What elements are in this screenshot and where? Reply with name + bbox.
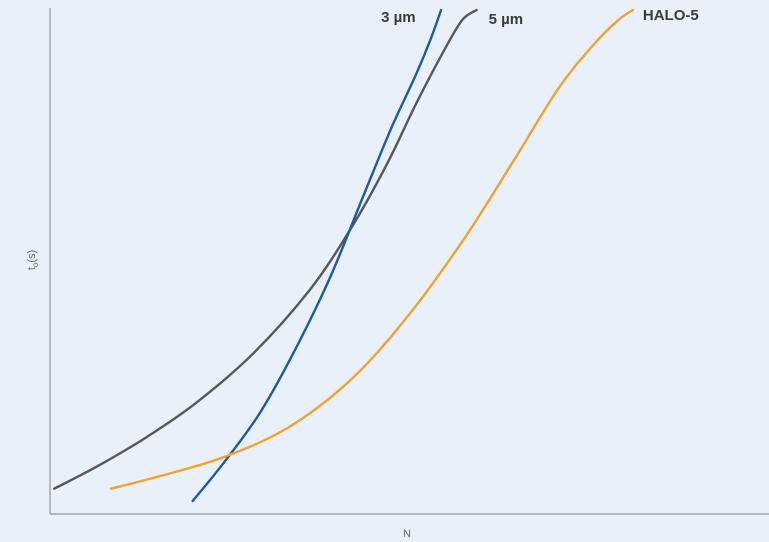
plot-area: 5 µm 3 µm HALO-5 [49,7,769,515]
x-axis-title: N [403,528,411,540]
y-axis-title-unit: (s) [26,250,38,263]
series-line-2 [109,8,635,490]
y-axis-title-base: t [26,267,38,270]
series-label-1: 3 µm [381,9,416,26]
y-axis-title: to(s) [26,250,40,270]
series-layer [53,8,635,503]
y-axis-title-subscript: o [31,262,40,267]
series-label-2: HALO-5 [643,7,699,24]
series-label-0: 5 µm [489,11,523,28]
series-line-1 [191,8,443,503]
series-line-0 [53,8,478,490]
series-label-layer: 5 µm 3 µm HALO-5 [381,7,699,28]
